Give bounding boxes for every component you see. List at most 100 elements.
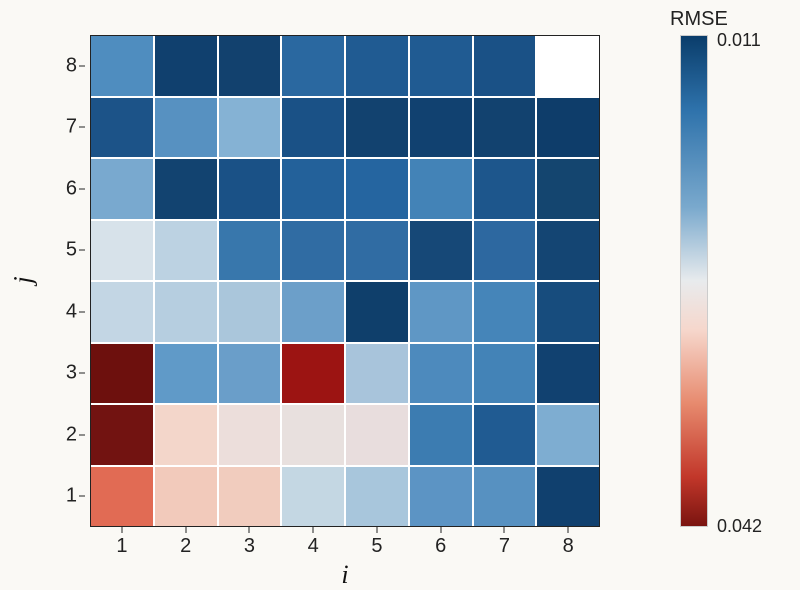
heatmap-cell	[90, 281, 154, 343]
x-tick-mark	[313, 527, 314, 533]
heatmap-cell	[409, 97, 473, 159]
heatmap-cell	[281, 466, 345, 528]
heatmap-cell	[409, 466, 473, 528]
heatmap-cell	[473, 97, 537, 159]
x-tick-mark	[121, 527, 122, 533]
heatmap-cell	[536, 35, 600, 97]
heatmap-cell	[90, 466, 154, 528]
heatmap-cell	[281, 220, 345, 282]
y-tick-mark	[79, 373, 85, 374]
y-tick-mark	[79, 65, 85, 66]
heatmap-cell	[536, 404, 600, 466]
x-tick-mark	[249, 527, 250, 533]
heatmap-cell	[154, 466, 218, 528]
heatmap-cell	[154, 97, 218, 159]
heatmap-cell	[345, 466, 409, 528]
heatmap-cell	[281, 158, 345, 220]
heatmap-cell	[473, 404, 537, 466]
heatmap-cell	[90, 97, 154, 159]
heatmap-cell	[218, 466, 282, 528]
x-tick-label: 6	[435, 535, 446, 558]
heatmap-cell	[90, 220, 154, 282]
y-tick-label: 4	[66, 300, 77, 323]
heatmap-grid	[90, 35, 600, 527]
heatmap-cell	[409, 281, 473, 343]
heatmap-cell	[218, 97, 282, 159]
x-axis-ticks: 12345678	[90, 527, 600, 557]
y-tick-label: 1	[66, 485, 77, 508]
heatmap-cell	[154, 281, 218, 343]
heatmap-cell	[345, 343, 409, 405]
x-tick-label: 8	[563, 535, 574, 558]
heatmap-cell	[536, 343, 600, 405]
heatmap-cell	[281, 97, 345, 159]
heatmap-cell	[345, 404, 409, 466]
y-axis-ticks: 12345678	[55, 35, 85, 527]
heatmap-cell	[90, 404, 154, 466]
y-axis-label: j	[9, 276, 39, 283]
x-axis-label: i	[341, 560, 348, 590]
y-tick-label: 2	[66, 423, 77, 446]
heatmap-cell	[218, 404, 282, 466]
colorbar	[680, 35, 708, 527]
x-tick-mark	[440, 527, 441, 533]
y-tick-label: 6	[66, 177, 77, 200]
y-tick-mark	[79, 434, 85, 435]
x-tick-mark	[504, 527, 505, 533]
heatmap-cell	[281, 35, 345, 97]
x-tick-mark	[376, 527, 377, 533]
x-tick-label: 4	[308, 535, 319, 558]
heatmap-cell	[345, 220, 409, 282]
colorbar-min-label: 0.011	[717, 30, 761, 51]
x-tick-label: 3	[244, 535, 255, 558]
heatmap-cell	[281, 404, 345, 466]
heatmap-cell	[90, 35, 154, 97]
heatmap-cell	[409, 35, 473, 97]
heatmap-cell	[154, 343, 218, 405]
heatmap-cell	[218, 35, 282, 97]
heatmap-cell	[409, 220, 473, 282]
heatmap-cell	[154, 35, 218, 97]
y-tick-label: 7	[66, 116, 77, 139]
x-tick-label: 7	[499, 535, 510, 558]
x-tick-label: 1	[116, 535, 127, 558]
heatmap-cell	[473, 466, 537, 528]
heatmap-cell	[409, 343, 473, 405]
heatmap-cell	[473, 220, 537, 282]
heatmap-cell	[154, 158, 218, 220]
heatmap-cell	[218, 158, 282, 220]
y-tick-mark	[79, 127, 85, 128]
heatmap-cell	[218, 220, 282, 282]
heatmap-cell	[154, 404, 218, 466]
x-tick-label: 2	[180, 535, 191, 558]
heatmap-cell	[281, 281, 345, 343]
heatmap-cell	[536, 281, 600, 343]
y-tick-label: 3	[66, 362, 77, 385]
heatmap-cell	[473, 158, 537, 220]
heatmap-cell	[154, 220, 218, 282]
heatmap-cell	[218, 343, 282, 405]
y-tick-mark	[79, 311, 85, 312]
heatmap-cell	[90, 158, 154, 220]
heatmap-cell	[218, 281, 282, 343]
heatmap-cell	[345, 97, 409, 159]
heatmap-cell	[536, 466, 600, 528]
colorbar-max-label: 0.042	[717, 516, 762, 537]
heatmap-cell	[473, 343, 537, 405]
heatmap-cell	[536, 158, 600, 220]
heatmap-plot-area	[90, 35, 600, 527]
heatmap-cell	[536, 220, 600, 282]
heatmap-cell	[345, 35, 409, 97]
y-tick-label: 8	[66, 54, 77, 77]
heatmap-cell	[473, 35, 537, 97]
y-tick-mark	[79, 188, 85, 189]
heatmap-cell	[409, 404, 473, 466]
x-tick-mark	[185, 527, 186, 533]
heatmap-cell	[345, 281, 409, 343]
heatmap-cell	[536, 97, 600, 159]
heatmap-cell	[90, 343, 154, 405]
y-tick-mark	[79, 496, 85, 497]
heatmap-cell	[281, 343, 345, 405]
heatmap-cell	[409, 158, 473, 220]
y-tick-mark	[79, 250, 85, 251]
